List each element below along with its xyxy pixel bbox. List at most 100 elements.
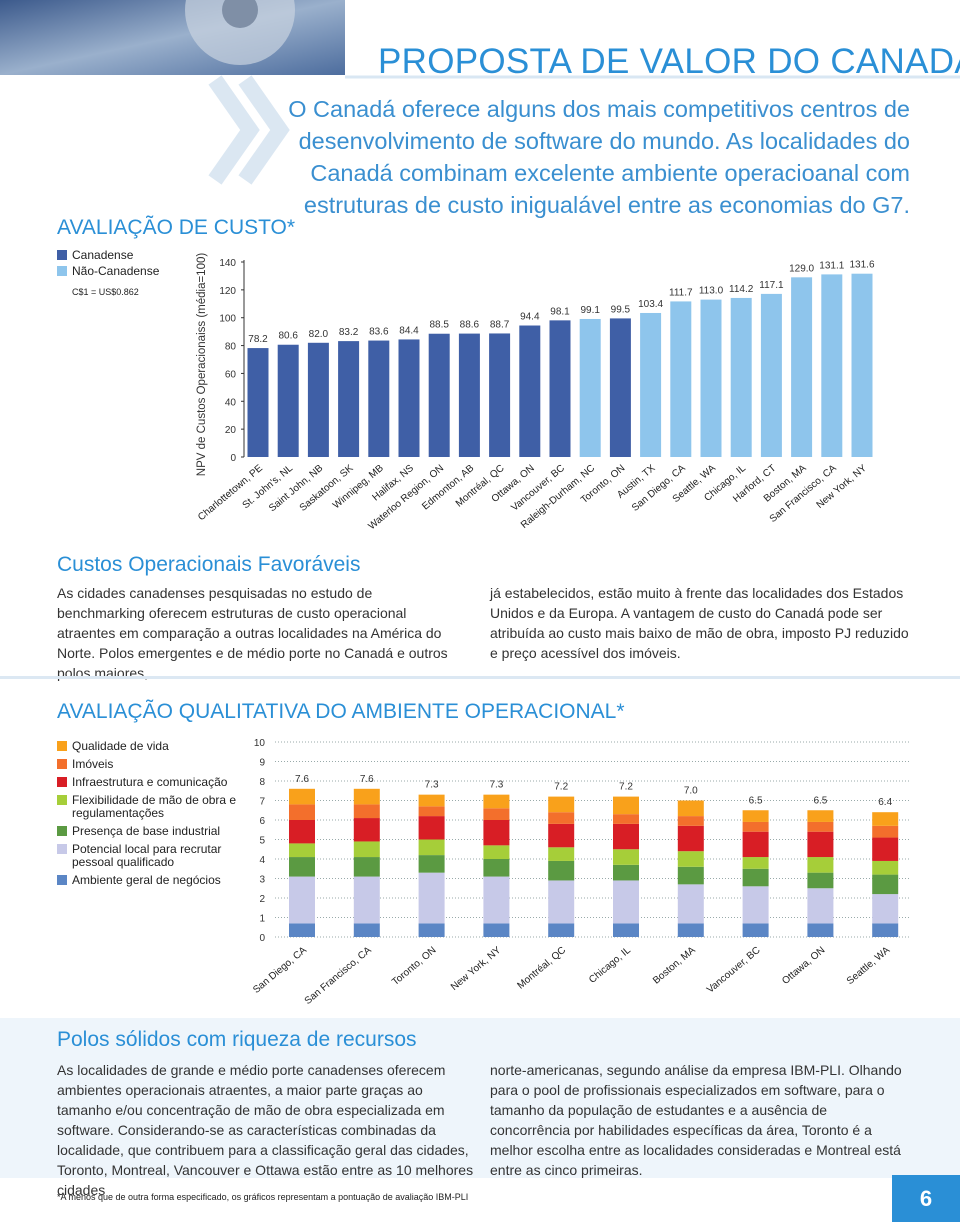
legend-swatch [57,759,67,769]
bar-segment [483,820,510,846]
y-tick-label: 60 [225,369,237,380]
value-label: 80.6 [278,331,298,342]
bar [670,301,692,457]
bar-segment [677,884,704,924]
bar-segment [872,812,899,826]
bar-segment [613,864,639,881]
total-label: 6.5 [813,795,827,806]
x-tick-label: Boston, MA [651,945,698,987]
legend-swatch [57,250,67,260]
value-label: 103.4 [638,299,663,310]
legend-swatch [57,795,67,805]
y-tick-label: 120 [219,286,236,297]
y-tick-label: 40 [225,397,237,408]
y-tick-label: 1 [259,914,265,925]
legend-item: Flexibilidade de mão de obra e regulamen… [57,794,237,820]
bar-segment [483,923,510,937]
bar-segment [807,923,834,937]
bar-segment [289,857,315,877]
value-label: 83.6 [369,327,389,338]
legend-label: Potencial local para recrutar pessoal qu… [72,842,222,869]
section-heading: Custos Operacionais Favoráveis [57,553,361,576]
legend: Qualidade de vida Imóveis Infraestrutura e… [57,740,237,892]
bar-segment [807,857,834,873]
photo-disk [185,0,295,65]
bar [277,344,299,457]
bar-segment [289,820,315,844]
x-tick-label: San Diego, CA [251,945,309,996]
page-title: PROPOSTA DE VALOR DO CANADÁ [378,42,960,81]
bar-segment [872,894,899,924]
bar-segment [289,843,315,858]
bar-segment [613,923,639,937]
bar-segment [872,825,899,838]
value-label: 94.4 [520,312,540,323]
bar-segment [807,888,834,924]
bar-segment [677,825,704,852]
chevrons [208,75,290,185]
total-label: 6.4 [878,797,892,808]
total-label: 6.5 [749,795,763,806]
bar [398,339,420,457]
bar-segment [548,796,575,813]
bar-segment [548,823,575,848]
total-label: 7.0 [684,786,698,797]
legend-label: Imóveis [72,757,114,771]
bar-segment [742,810,769,822]
bar [579,318,601,457]
legend-label: Flexibilidade de mão de obra e regulamen… [72,793,237,820]
bar-segment [677,816,704,826]
total-label: 7.6 [360,774,374,785]
bar-segment [807,810,834,822]
bar-segment [418,794,445,807]
section-band [0,1018,960,1178]
value-label: 88.7 [490,319,510,330]
bar-segment [677,851,704,867]
bar [640,312,662,457]
bar [821,274,843,457]
bar [730,297,752,457]
bar-segment [353,857,380,877]
bar-segment [289,923,315,937]
total-label: 7.3 [425,780,439,791]
title-band [345,0,960,75]
bar-segment [483,794,510,809]
value-label: 131.1 [819,260,844,271]
value-label: 98.1 [550,306,570,317]
bar-segment [677,866,704,885]
bar-segment [872,837,899,861]
bar [338,341,360,457]
paragraph: já estabelecidos, estão muito à frente d… [490,585,909,661]
value-label: 114.2 [729,284,754,295]
legend-item: Ambiente geral de negócios [57,874,237,887]
chart-title: AVALIAÇÃO QUALITATIVA DO AMBIENTE OPERAC… [57,700,625,723]
bar-segment [353,804,380,819]
bar [851,273,873,457]
chevron [208,75,260,185]
bar-segment [872,923,899,937]
bar [368,340,390,457]
y-tick-label: 6 [259,816,265,827]
legend-label: Canadense [72,248,134,262]
legend-label: Presença de base industrial [72,824,221,838]
legend-label: Infraestrutura e comunicação [72,775,228,789]
value-label: 131.6 [849,260,874,271]
value-label: 99.5 [611,304,631,315]
legend-swatch [57,741,67,751]
bar-segment [483,808,510,820]
bar [307,342,329,457]
bar-segment [548,880,575,924]
bar-segment [807,872,834,889]
y-tick-label: 7 [259,797,265,808]
bar-segment [548,847,575,861]
bar-segment [483,876,510,924]
bar [458,333,480,457]
x-tick-label: Edmonton, AB [420,463,476,513]
bar-segment [483,845,510,859]
value-label: 99.1 [580,305,600,316]
bar-segment [418,806,445,817]
x-tick-label: Vancouver, BC [705,945,763,996]
x-tick-label: Toronto, ON [390,945,438,988]
header-art [0,0,960,79]
